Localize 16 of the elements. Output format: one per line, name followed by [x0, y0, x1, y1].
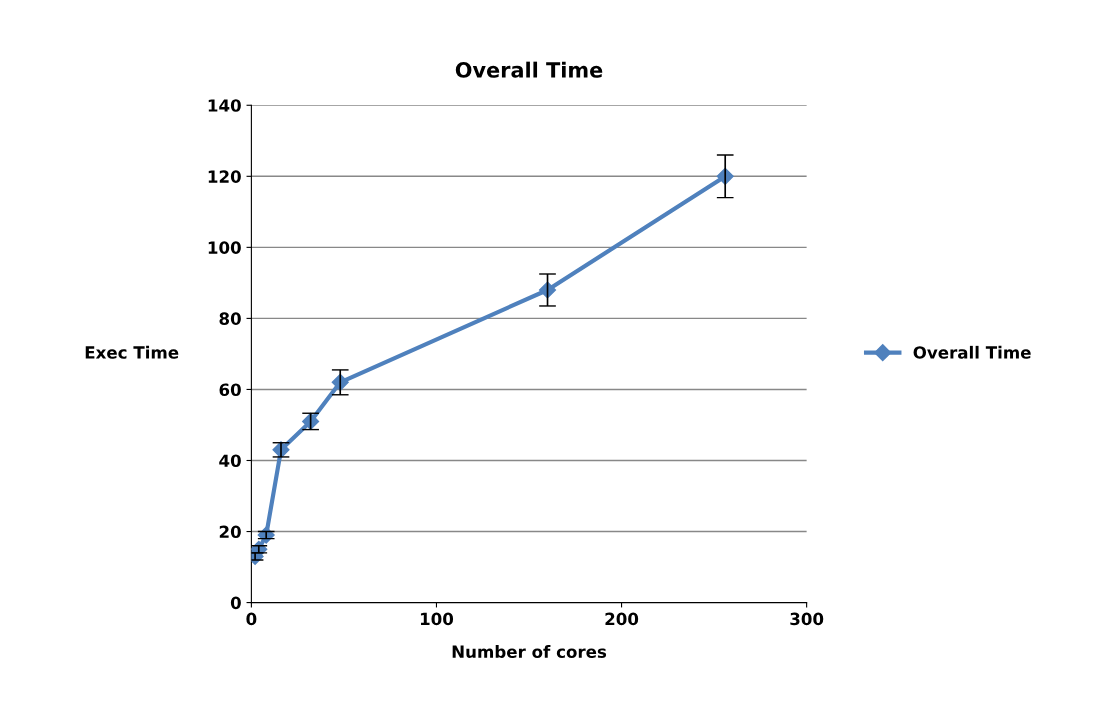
x-tick-label: 100 [420, 612, 454, 626]
y-tick-label: 0 [230, 596, 241, 610]
y-tick-label: 60 [219, 383, 241, 397]
legend-label: Overall Time [913, 345, 1031, 359]
y-tick-label: 140 [208, 99, 241, 112]
y-tick-label: 80 [219, 312, 241, 325]
chart-title: Overall Time [455, 61, 603, 78]
x-axis-title: Number of cores [452, 645, 607, 658]
x-tick-label: 300 [790, 612, 824, 626]
x-tick-label: 0 [246, 612, 257, 626]
y-tick-label: 120 [208, 170, 241, 183]
y-tick-label: 40 [219, 454, 241, 468]
x-tick-label: 200 [605, 612, 639, 626]
y-tick-label: 100 [208, 241, 241, 254]
y-axis-title: Exec Time [85, 345, 179, 359]
y-tick-label: 20 [219, 525, 241, 539]
